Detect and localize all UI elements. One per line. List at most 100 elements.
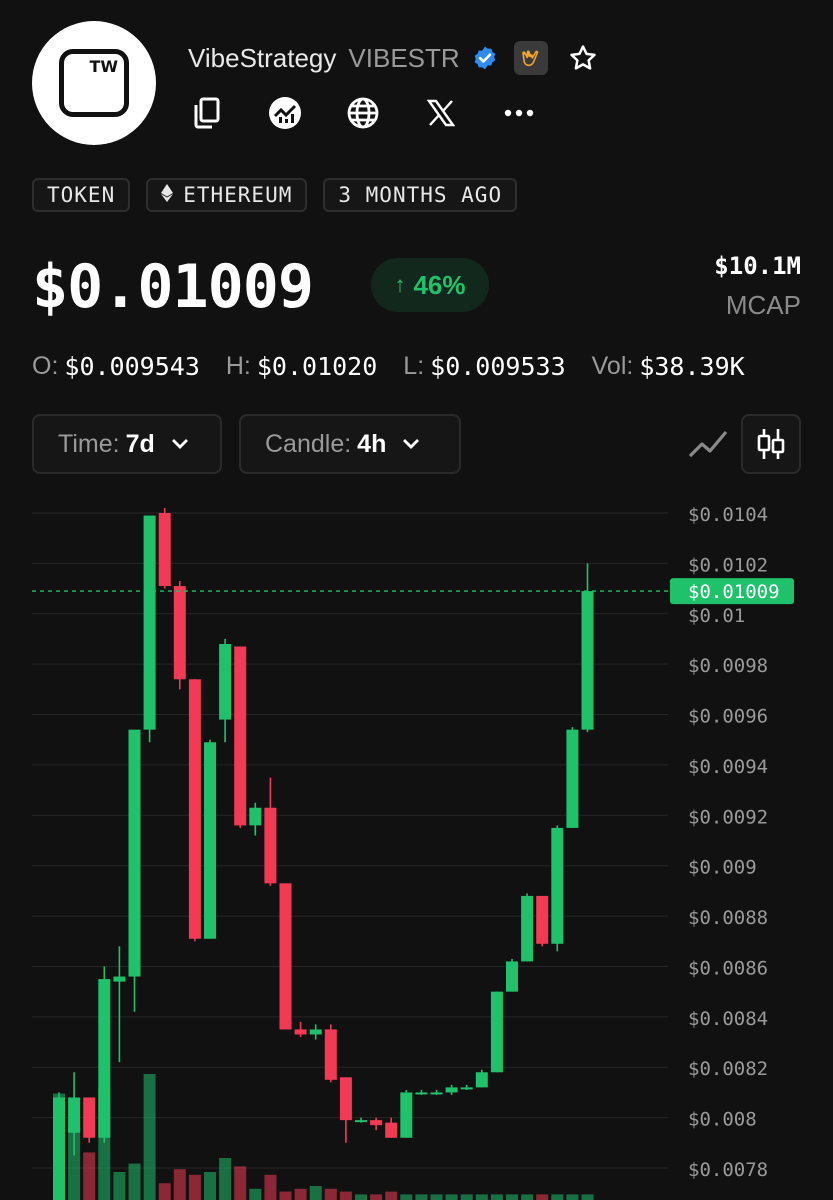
candle-body	[83, 1097, 96, 1138]
candle-interval-dropdown[interactable]: Candle: 4h	[239, 414, 461, 474]
more-icon[interactable]	[502, 96, 536, 130]
current-price-label: $0.01009	[688, 581, 780, 603]
volume-bar	[158, 1183, 171, 1200]
candle-body	[188, 679, 201, 939]
volume-value: $38.39K	[639, 352, 745, 381]
token-avatar: TW	[32, 21, 156, 145]
candle-body	[415, 1092, 428, 1095]
market-cap-label: MCAP	[725, 290, 801, 320]
volume-bar	[551, 1194, 564, 1200]
shaka-hand-icon[interactable]	[513, 41, 548, 75]
token-ticker: VIBESTR	[348, 42, 460, 73]
current-price: $0.01009	[32, 252, 314, 322]
ethereum-icon	[161, 184, 174, 206]
candle-body	[204, 742, 216, 939]
candle-body	[521, 895, 534, 962]
verified-badge-icon	[474, 46, 495, 70]
chevron-down-icon	[403, 439, 420, 449]
low-value: $0.009533	[430, 352, 566, 381]
time-range-label: Time:	[58, 429, 120, 458]
token-links-row	[190, 96, 580, 130]
volume-bar	[143, 1074, 156, 1200]
volume-bar	[204, 1172, 216, 1200]
volume-label: Vol:	[591, 352, 634, 380]
globe-icon[interactable]	[346, 96, 380, 130]
y-tick-label: $0.0102	[688, 554, 768, 576]
current-price-tag	[670, 578, 794, 605]
volume-bar	[445, 1194, 458, 1200]
high-value: $0.01020	[256, 352, 378, 381]
time-range-value: 7d	[125, 429, 155, 458]
volume-bar	[355, 1194, 367, 1200]
candle-body	[445, 1087, 458, 1093]
candle-body	[355, 1120, 367, 1123]
market-cap-value: $10.1M	[714, 252, 801, 280]
candle-body	[294, 1029, 307, 1035]
y-tick-label: $0.0088	[688, 907, 768, 929]
volume-bar	[490, 1194, 503, 1200]
candle-body	[234, 646, 247, 826]
volume-bar	[430, 1194, 443, 1200]
arrow-up-icon: ↑	[394, 272, 406, 297]
y-tick-label: $0.0082	[688, 1058, 768, 1080]
volume-bar	[581, 1194, 594, 1200]
volume-bar	[249, 1188, 262, 1200]
candle-body	[113, 976, 126, 982]
y-tick-label: $0.0084	[688, 1008, 768, 1030]
candle-body	[475, 1072, 488, 1088]
candle-body	[143, 515, 156, 730]
y-tick-label: $0.0098	[688, 655, 768, 677]
volume-bar	[128, 1163, 141, 1200]
candle-body	[506, 961, 518, 992]
favorite-star-icon[interactable]	[568, 43, 598, 73]
candlestick-icon	[757, 429, 785, 459]
candle-body	[370, 1120, 383, 1126]
candle-body	[581, 591, 594, 730]
volume-bar	[83, 1152, 96, 1200]
volume-bar	[234, 1166, 247, 1200]
candle-body	[173, 586, 186, 680]
y-tick-label: $0.0094	[688, 756, 768, 778]
y-tick-label: $0.0078	[688, 1159, 768, 1181]
token-logo: TW	[59, 49, 129, 117]
candle-body	[536, 895, 549, 944]
token-title-row: VibeStrategy VIBESTR	[188, 40, 598, 76]
chevron-down-icon	[171, 439, 188, 449]
y-tick-label: $0.0092	[688, 806, 768, 828]
y-tick-label: $0.01	[688, 605, 745, 627]
token-logo-text: TW	[89, 57, 118, 76]
volume-bar	[219, 1158, 232, 1200]
volume-bar	[370, 1194, 383, 1200]
volume-bar	[309, 1186, 322, 1200]
candle-body	[68, 1097, 81, 1133]
tag-token: TOKEN	[32, 178, 131, 212]
copy-icon[interactable]	[190, 96, 224, 130]
candle-body	[53, 1097, 65, 1200]
chart-icon[interactable]	[268, 96, 302, 130]
price-change-badge: ↑ 46%	[371, 258, 489, 312]
volume-bar	[536, 1194, 549, 1200]
y-tick-label: $0.0086	[688, 957, 768, 979]
candle-interval-label: Candle:	[265, 429, 352, 458]
open-value: $0.009543	[64, 352, 200, 381]
candle-body	[98, 979, 111, 1138]
y-tick-label: $0.009	[688, 857, 757, 879]
volume-bar	[294, 1188, 307, 1200]
candlestick-mode-button[interactable]	[741, 414, 801, 474]
x-logo-icon[interactable]	[424, 96, 458, 130]
candle-body	[128, 729, 141, 977]
volume-bar	[68, 1121, 81, 1200]
candle-body	[460, 1087, 473, 1090]
token-tags: TOKEN ETHEREUM 3 MONTHS AGO	[32, 178, 533, 212]
volume-bar	[506, 1194, 518, 1200]
candle-interval-value: 4h	[357, 429, 387, 458]
candle-body	[324, 1029, 337, 1080]
time-range-dropdown[interactable]: Time: 7d	[32, 414, 222, 474]
low-label: L:	[403, 352, 425, 380]
candle-body	[566, 729, 579, 828]
price-chart[interactable]: $0.0104 $0.0102 $0.01 $0.0098 $0.0096 $0.0094…	[0, 490, 833, 1200]
volume-bar	[324, 1188, 337, 1200]
line-chart-mode-icon[interactable]	[688, 426, 728, 462]
volume-bar	[460, 1194, 473, 1200]
volume-bar	[113, 1172, 126, 1200]
